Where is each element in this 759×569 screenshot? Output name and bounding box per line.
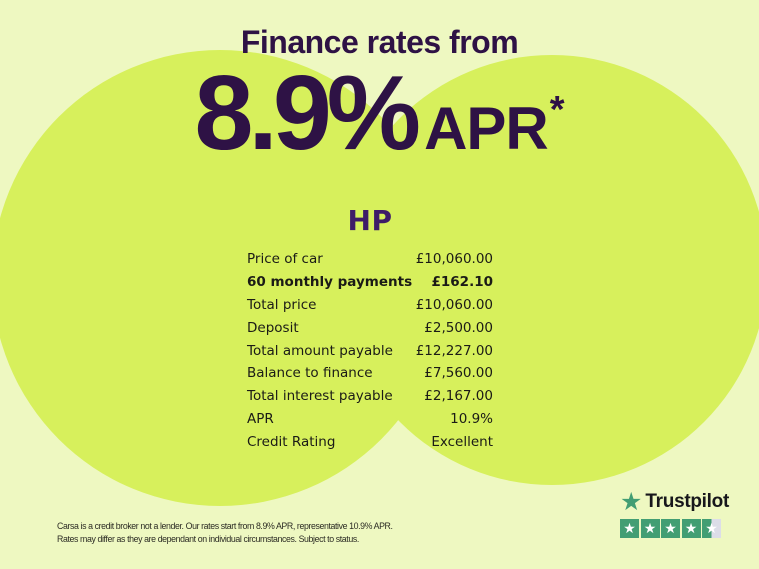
- rating-star-box: ★: [661, 519, 680, 538]
- row-value: £2,500.00: [424, 319, 493, 336]
- row-value: £10,060.00: [415, 296, 493, 313]
- headline: Finance rates from: [240, 24, 519, 60]
- table-row: Credit Rating Excellent: [247, 430, 493, 453]
- rating-star-box: ★: [681, 519, 701, 538]
- row-value: £10,060.00: [415, 251, 493, 268]
- row-label: Total interest payable: [247, 388, 393, 405]
- star-icon: ★: [664, 520, 677, 537]
- row-label: Total amount payable: [247, 342, 393, 359]
- disclaimer-line: Rates may differ as they are dependant o…: [57, 534, 359, 544]
- row-value: £2,167.00: [424, 388, 493, 405]
- row-value: £7,560.00: [424, 365, 493, 382]
- trustpilot-wordmark: Trustpilot: [645, 490, 729, 512]
- disclaimer: Carsa is a credit broker not a lender. O…: [57, 520, 393, 546]
- star-icon: ★: [623, 520, 636, 537]
- trustpilot-logo: ★ Trustpilot: [620, 489, 729, 514]
- rate-asterisk: *: [549, 89, 565, 131]
- rate-value: 8.9%: [194, 54, 421, 172]
- table-row: Deposit £2,500.00: [247, 316, 493, 339]
- table-row: APR 10.9%: [247, 408, 493, 431]
- row-label: 60 monthly payments: [247, 274, 413, 291]
- rating-star-box: ★: [640, 519, 660, 538]
- finance-table: Price of car £10,060.00 60 monthly payme…: [247, 248, 493, 453]
- row-value: £162.10: [431, 274, 494, 291]
- background-circle-right: [337, 55, 759, 485]
- row-label: APR: [247, 410, 274, 427]
- disclaimer-line: Carsa is a credit broker not a lender. O…: [57, 521, 393, 531]
- row-label: Total price: [247, 296, 317, 313]
- trustpilot-badge[interactable]: ★ Trustpilot ★ ★ ★ ★ ★: [620, 489, 729, 538]
- rate-apr-label: APR: [424, 95, 549, 162]
- row-value: Excellent: [431, 433, 493, 450]
- row-label: Deposit: [247, 319, 299, 336]
- finance-table-panel: HP Price of car £10,060.00 60 monthly pa…: [247, 204, 493, 453]
- table-row: Total price £10,060.00: [247, 294, 493, 317]
- star-icon: ★: [705, 520, 718, 537]
- rate-headline: 8.9% APR *: [0, 60, 759, 166]
- trustpilot-rating-stars: ★ ★ ★ ★ ★: [620, 519, 729, 538]
- row-value: £12,227.00: [415, 342, 493, 359]
- row-label: Price of car: [247, 251, 323, 268]
- row-label: Credit Rating: [247, 433, 336, 450]
- table-row: Balance to finance £7,560.00: [247, 362, 493, 385]
- star-icon: ★: [643, 520, 657, 537]
- trustpilot-star-icon: ★: [620, 487, 643, 516]
- rating-star-box: ★: [620, 519, 639, 538]
- row-value: 10.9%: [450, 410, 493, 427]
- table-row: Price of car £10,060.00: [247, 248, 493, 271]
- table-row: Total amount payable £12,227.00: [247, 339, 493, 362]
- row-label: Balance to finance: [247, 365, 373, 382]
- table-row: 60 monthly payments £162.10: [247, 271, 493, 294]
- table-row: Total interest payable £2,167.00: [247, 385, 493, 408]
- star-icon: ★: [684, 520, 698, 537]
- rating-star-box: ★: [702, 519, 721, 538]
- product-title: HP: [347, 204, 393, 237]
